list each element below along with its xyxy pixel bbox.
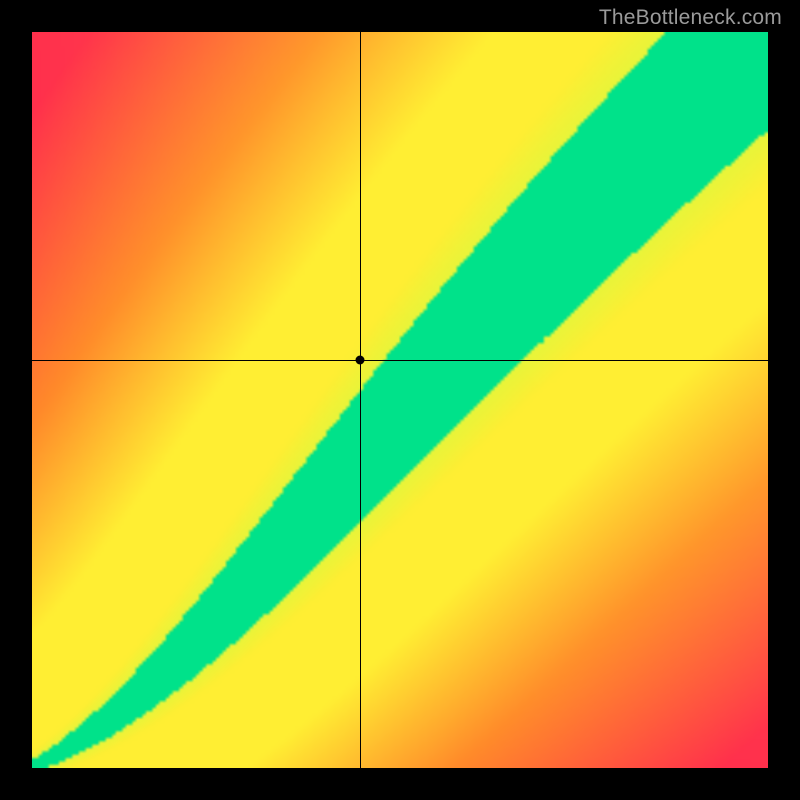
- crosshair-horizontal: [32, 360, 768, 361]
- heatmap-plot: [32, 32, 768, 768]
- crosshair-marker: [355, 355, 364, 364]
- heatmap-canvas: [32, 32, 768, 768]
- chart-container: TheBottleneck.com: [0, 0, 800, 800]
- watermark-label: TheBottleneck.com: [599, 6, 782, 30]
- crosshair-vertical: [360, 32, 361, 768]
